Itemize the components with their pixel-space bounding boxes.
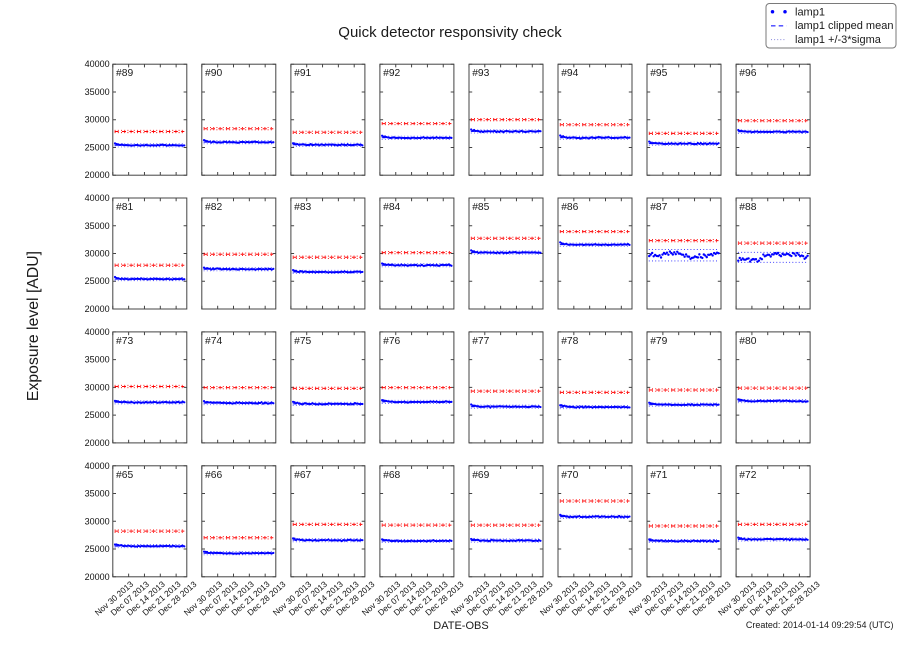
svg-text:#67: #67 <box>294 470 311 481</box>
svg-text:30000: 30000 <box>85 249 110 259</box>
svg-text:#78: #78 <box>561 336 578 347</box>
svg-text:25000: 25000 <box>85 276 110 286</box>
svg-text:25000: 25000 <box>85 544 110 554</box>
svg-text:#92: #92 <box>383 68 400 79</box>
svg-text:DATE-OBS: DATE-OBS <box>433 620 488 632</box>
svg-text:30000: 30000 <box>85 115 110 125</box>
svg-text:20000: 20000 <box>85 438 110 448</box>
svg-text:30000: 30000 <box>85 516 110 526</box>
svg-text:35000: 35000 <box>85 355 110 365</box>
svg-text:#85: #85 <box>472 202 489 213</box>
svg-text:lamp1: lamp1 <box>795 6 825 18</box>
svg-text:30000: 30000 <box>85 382 110 392</box>
svg-text:#80: #80 <box>739 336 756 347</box>
svg-text:20000: 20000 <box>85 304 110 314</box>
svg-text:25000: 25000 <box>85 142 110 152</box>
svg-text:#91: #91 <box>294 68 311 79</box>
svg-text:#87: #87 <box>650 202 667 213</box>
svg-text:lamp1 clipped mean: lamp1 clipped mean <box>795 20 893 32</box>
svg-text:40000: 40000 <box>85 59 110 69</box>
svg-text:#95: #95 <box>650 68 667 79</box>
svg-text:#74: #74 <box>205 336 222 347</box>
svg-text:#89: #89 <box>116 68 133 79</box>
svg-text:25000: 25000 <box>85 410 110 420</box>
svg-text:#84: #84 <box>383 202 400 213</box>
svg-text:Created: 2014-01-14 09:29:54 (: Created: 2014-01-14 09:29:54 (UTC) <box>746 620 894 630</box>
svg-text:#82: #82 <box>205 202 222 213</box>
svg-text:#66: #66 <box>205 470 222 481</box>
svg-text:#70: #70 <box>561 470 578 481</box>
svg-text:#86: #86 <box>561 202 578 213</box>
svg-text:#65: #65 <box>116 470 133 481</box>
svg-text:#93: #93 <box>472 68 489 79</box>
svg-text:40000: 40000 <box>85 327 110 337</box>
svg-text:lamp1 +/-3*sigma: lamp1 +/-3*sigma <box>795 34 882 46</box>
svg-text:35000: 35000 <box>85 221 110 231</box>
svg-text:#68: #68 <box>383 470 400 481</box>
svg-text:Exposure level [ADU]: Exposure level [ADU] <box>25 251 42 401</box>
svg-text:35000: 35000 <box>85 489 110 499</box>
svg-text:20000: 20000 <box>85 572 110 582</box>
svg-text:#73: #73 <box>116 336 133 347</box>
svg-text:#72: #72 <box>739 470 756 481</box>
svg-text:#75: #75 <box>294 336 311 347</box>
svg-text:#90: #90 <box>205 68 222 79</box>
svg-text:#88: #88 <box>739 202 756 213</box>
svg-text:#83: #83 <box>294 202 311 213</box>
svg-text:#71: #71 <box>650 470 667 481</box>
svg-text:40000: 40000 <box>85 193 110 203</box>
svg-text:#81: #81 <box>116 202 133 213</box>
svg-text:#76: #76 <box>383 336 400 347</box>
svg-text:#69: #69 <box>472 470 489 481</box>
svg-text:35000: 35000 <box>85 87 110 97</box>
svg-text:#77: #77 <box>472 336 489 347</box>
svg-text:#94: #94 <box>561 68 578 79</box>
svg-text:Quick detector responsivity ch: Quick detector responsivity check <box>338 24 562 41</box>
svg-text:40000: 40000 <box>85 461 110 471</box>
svg-text:#96: #96 <box>739 68 756 79</box>
svg-text:#79: #79 <box>650 336 667 347</box>
svg-text:20000: 20000 <box>85 170 110 180</box>
